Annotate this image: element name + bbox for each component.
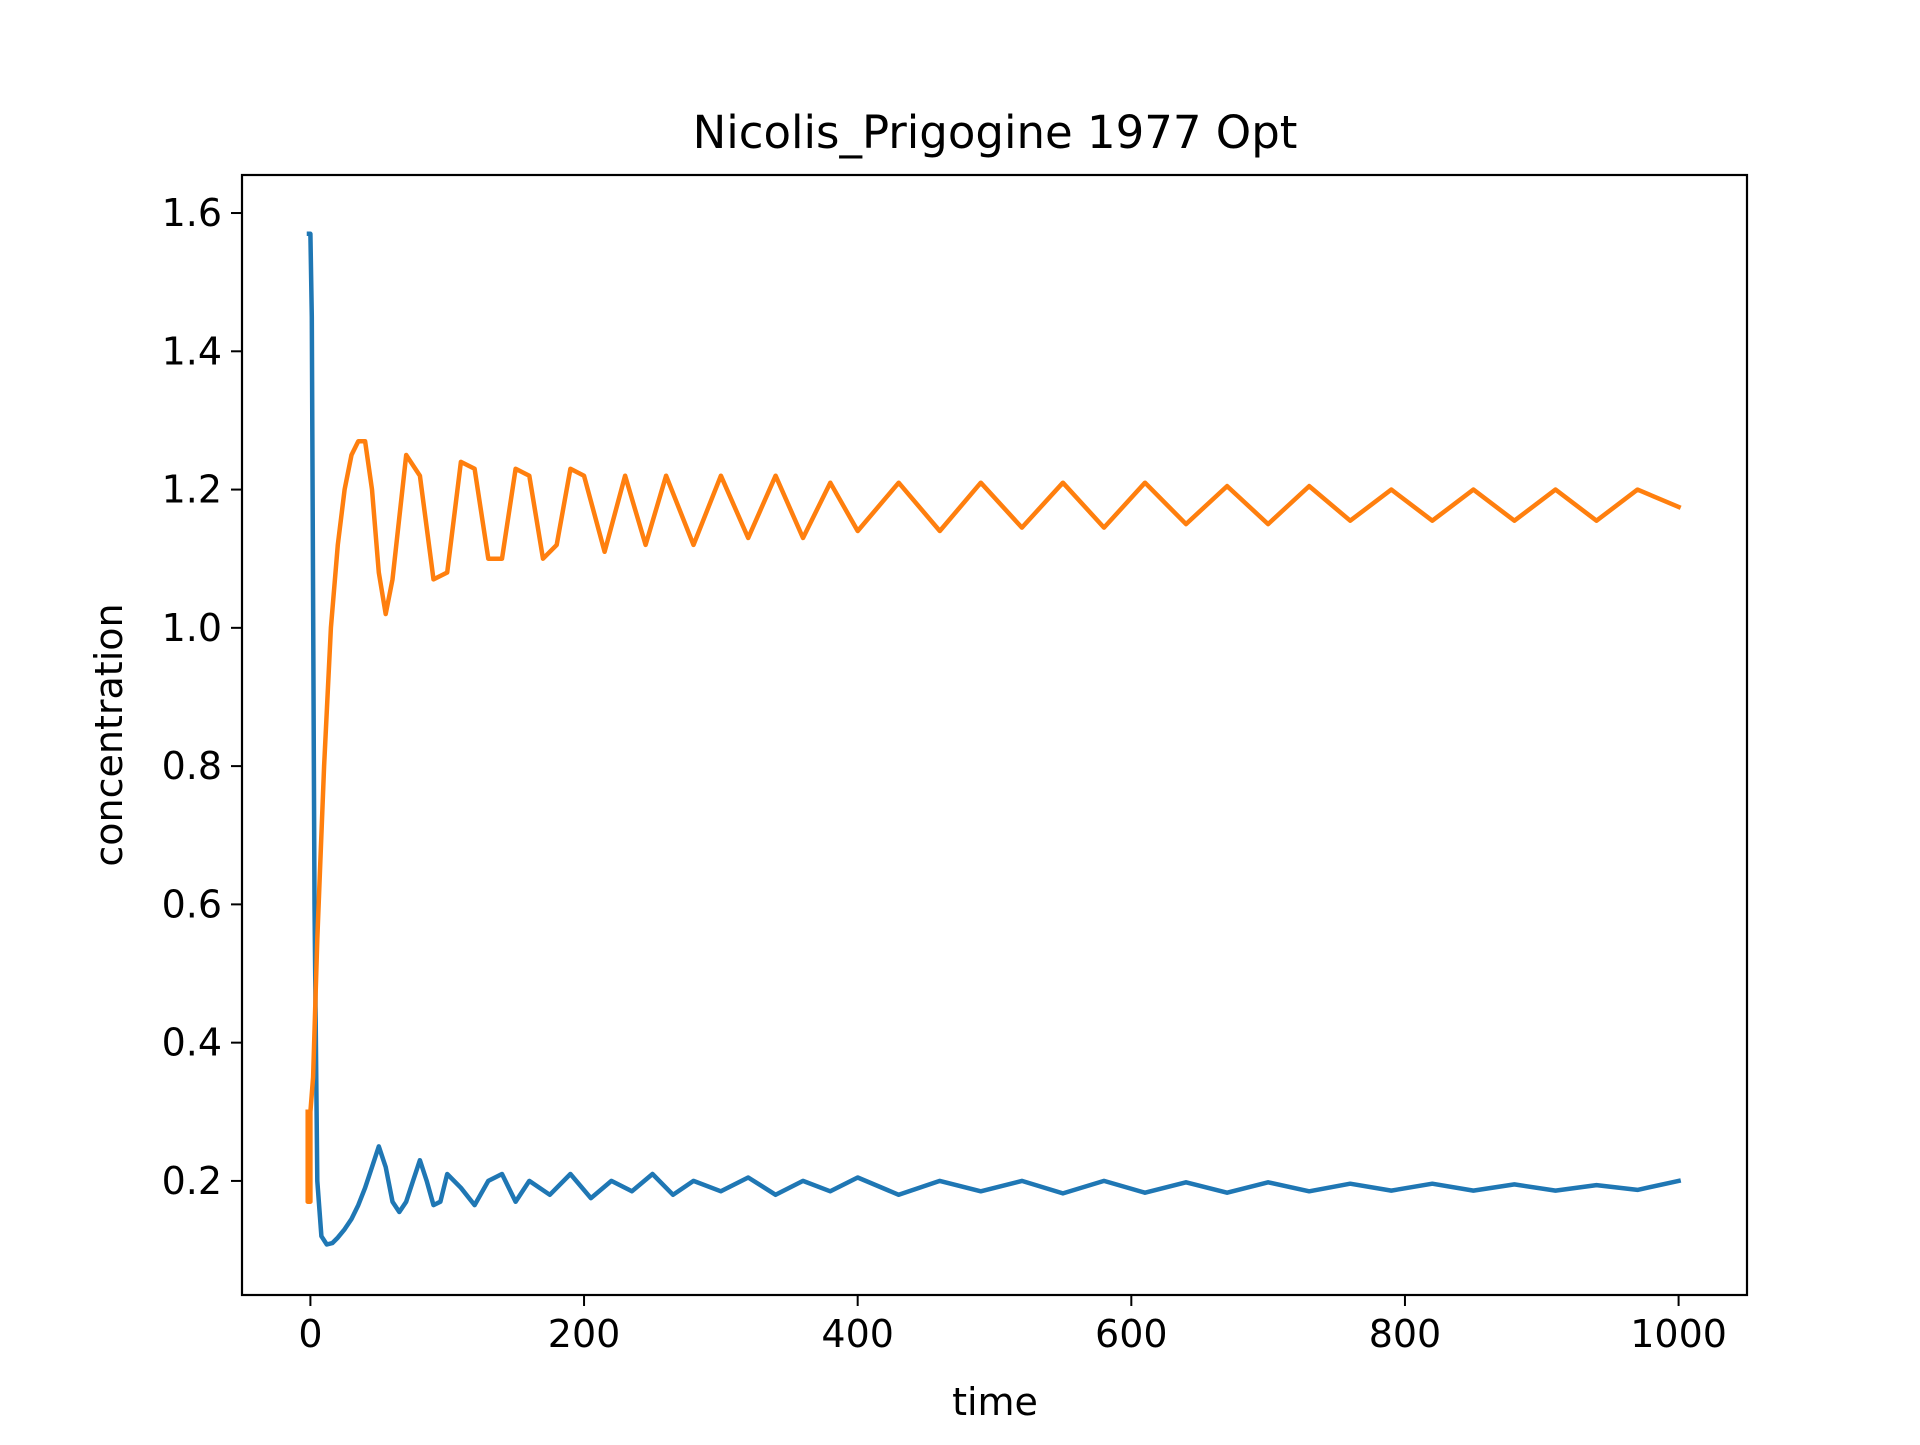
y-tick-label: 0.6 [162,882,222,926]
y-tick-label: 0.2 [162,1159,222,1203]
y-tick-label: 1.4 [162,329,222,373]
x-tick-label: 0 [298,1312,322,1356]
y-axis: 0.2 0.4 0.6 0.8 1.0 1.2 1.4 1.6 [162,191,242,1203]
y-tick-label: 1.2 [162,468,222,512]
chart-title: Nicolis_Prigogine 1977 Opt [693,106,1298,159]
plot-frame [240,173,1749,1297]
x-tick-label: 1000 [1630,1312,1727,1356]
x-tick-label: 800 [1369,1312,1442,1356]
series-layer [305,231,1682,1247]
x-axis-label: time [952,1380,1038,1424]
series-line-1 [306,231,1682,1247]
x-tick-label: 200 [548,1312,621,1356]
x-tick-label: 600 [1095,1312,1168,1356]
y-tick-label: 0.4 [162,1021,222,1065]
y-tick-label: 1.0 [162,606,222,650]
y-tick-label: 0.8 [162,744,222,788]
y-axis-label: concentration [87,603,131,866]
y-tick-label: 1.6 [162,191,222,235]
x-axis: 0 200 400 600 800 1000 [298,1295,1727,1356]
series-line-2 [305,438,1682,1204]
x-tick-label: 400 [821,1312,894,1356]
